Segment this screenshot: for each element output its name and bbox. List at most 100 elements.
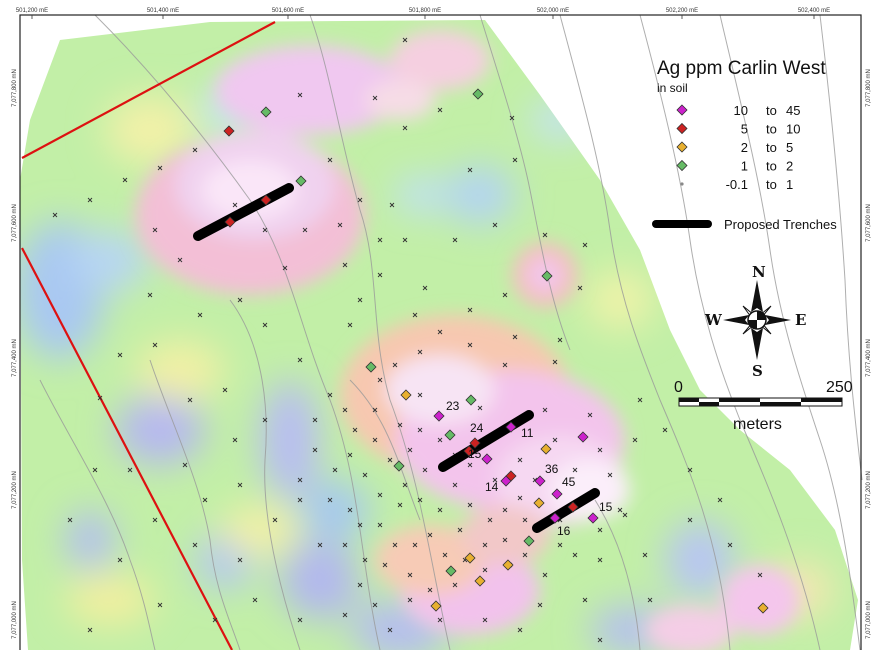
sample-cross [412,542,418,548]
trench-central [438,410,534,472]
legend-row: 1 to 2 [676,159,793,174]
grid-tick-right: 7,077,200 mN [866,471,872,509]
sample-diamond [540,443,552,455]
sample-cross [637,397,643,403]
sample-cross [117,557,123,563]
sample-cross [467,502,473,508]
legend-subtitle: in soil [657,81,688,95]
sample-cross [372,437,378,443]
north-arrow: N S W E [704,263,806,380]
sample-cross [437,329,443,335]
sample-cross [452,482,458,488]
sample-diamond [549,512,561,524]
legend-to-word: to [766,140,777,155]
sample-cross [512,334,518,340]
sample-cross [492,222,498,228]
sample-cross [157,602,163,608]
sample-cross [557,542,563,548]
grid-tick-right: 7,077,600 mN [866,204,872,242]
sample-cross [437,617,443,623]
sample-diamond [533,497,545,509]
sample-cross [237,482,243,488]
grid-tick-top: 501,800 mE [409,8,441,14]
legend-to-word: to [766,122,777,137]
sample-cross [157,165,163,171]
legend-swatch [680,182,684,186]
sample-cross [152,517,158,523]
sample-cross [352,427,358,433]
legend-to: 1 [786,177,793,192]
sample-cross [342,407,348,413]
sample-cross [327,157,333,163]
sample-cross [487,517,493,523]
sample-cross [597,557,603,563]
sample-cross [417,497,423,503]
compass-e: E [795,311,806,329]
sample-cross [552,437,558,443]
sample-diamond [365,361,377,373]
sample-cross [402,482,408,488]
sample-cross [87,627,93,633]
sample-cross [717,497,723,503]
sample-cross [572,467,578,473]
sample-cross [342,542,348,548]
sample-diamond [430,600,442,612]
sample-diamond [577,431,589,443]
sample-cross [522,552,528,558]
sample-diamond [474,575,486,587]
sample-cross [542,572,548,578]
sample-cross [517,627,523,633]
sample-cross [587,412,593,418]
grid-tick-right: 7,077,800 mN [866,69,872,107]
sample-cross [687,467,693,473]
sample-label-15a: 15 [468,447,482,461]
legend-from: 5 [741,122,748,137]
sample-cross [347,507,353,513]
legend-to-word: to [766,103,777,118]
sample-cross [297,92,303,98]
sample-cross [502,362,508,368]
legend-swatch [676,159,688,172]
sample-cross [407,447,413,453]
legend-to: 5 [786,140,793,155]
sample-cross [522,517,528,523]
legend-row: -0.1 to 1 [680,177,793,192]
sample-diamond [463,445,475,457]
scale-max-label: 250 [826,379,853,396]
compass-n: N [752,263,766,281]
sample-cross [647,597,653,603]
legend-swatch [676,141,688,153]
sample-cross [377,237,383,243]
legend-swatch [676,104,688,116]
legend-to-word: to [766,159,777,174]
compass-w: W [704,311,723,329]
sample-cross [582,242,588,248]
sample-cross [357,297,363,303]
sample-cross [222,387,228,393]
sample-cross [467,167,473,173]
sample-cross [597,637,603,643]
scale-min-label: 0 [674,379,683,396]
sample-diamond [587,512,599,524]
sample-cross [387,457,393,463]
sample-cross [397,422,403,428]
soil-sample-points-low [52,37,763,643]
sample-cross [517,495,523,501]
sample-cross [467,307,473,313]
sample-diamond [757,602,769,614]
sample-cross [442,552,448,558]
sample-diamond [465,394,477,406]
sample-cross [372,407,378,413]
sample-diamond [534,475,546,487]
sample-cross [582,597,588,603]
sample-diamond [481,453,493,465]
sample-label-24: 24 [470,421,484,435]
sample-cross [262,322,268,328]
sample-cross [509,115,515,121]
sample-cross [407,572,413,578]
sample-diamond [260,106,272,118]
sample-cross [417,427,423,433]
sample-cross [192,147,198,153]
sample-cross [542,232,548,238]
